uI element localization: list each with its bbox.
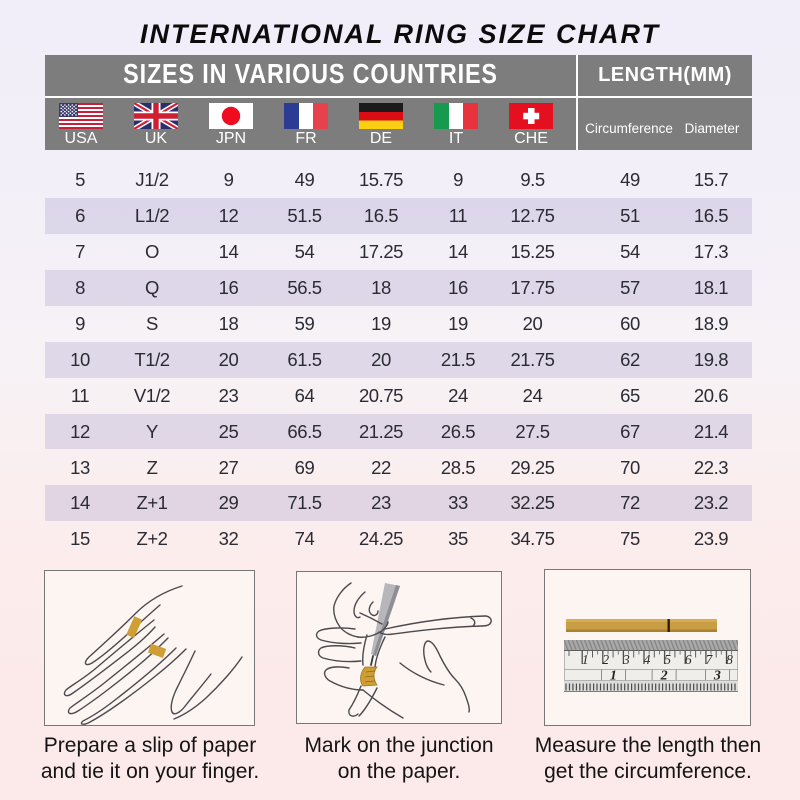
svg-text:6: 6	[685, 652, 692, 667]
svg-text:8: 8	[726, 652, 733, 667]
svg-text:1: 1	[582, 652, 589, 667]
svg-text:4: 4	[644, 652, 651, 667]
svg-text:1: 1	[610, 669, 617, 684]
svg-text:3: 3	[713, 669, 721, 684]
svg-text:3: 3	[622, 652, 630, 667]
svg-text:7: 7	[706, 652, 714, 667]
svg-text:2: 2	[660, 669, 668, 684]
svg-text:2: 2	[602, 652, 609, 667]
svg-text:5: 5	[664, 652, 671, 667]
